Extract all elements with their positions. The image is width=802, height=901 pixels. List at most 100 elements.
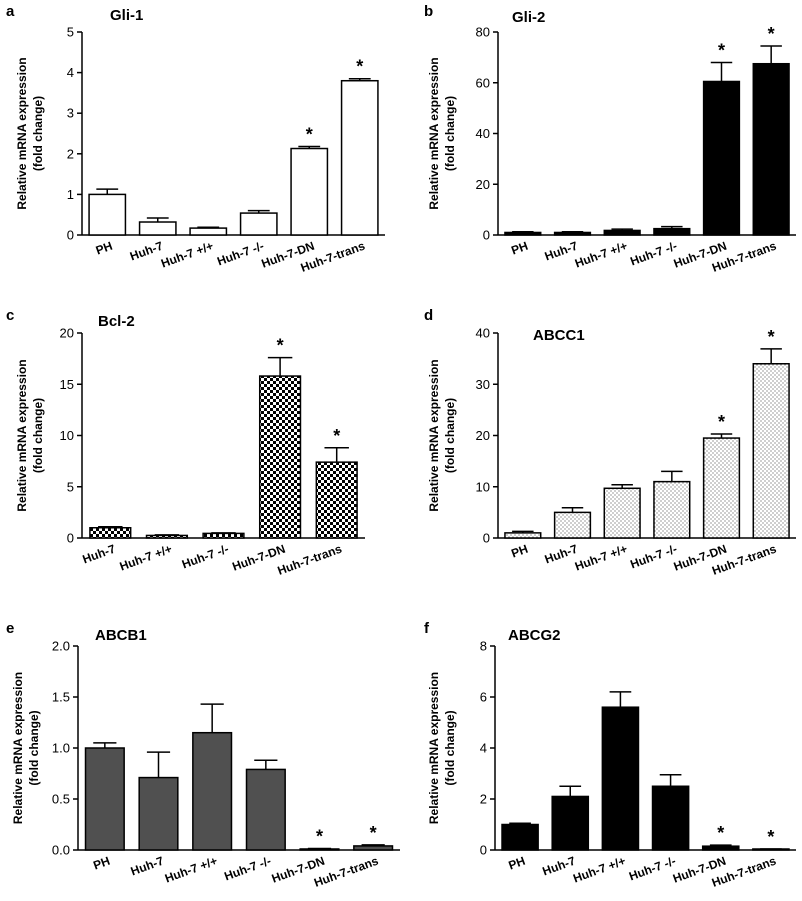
y-tick-label: 3 [67, 106, 74, 121]
x-tick-label: PH [507, 854, 527, 873]
y-axis-label: (fold change) [443, 96, 457, 171]
bar [138, 221, 177, 236]
bar [258, 375, 302, 539]
panel-b: b Gli-2 Relative mRNA expression (fold chan… [424, 3, 796, 275]
y-tick-label: 4 [480, 741, 487, 756]
panel-letter: c [6, 307, 14, 324]
bar [653, 480, 691, 539]
significance-marker: * [767, 827, 774, 847]
y-tick-label: 2 [67, 146, 74, 161]
significance-marker: * [316, 826, 323, 846]
x-tick-label: Huh-7 [81, 542, 118, 567]
y-tick-label: 1 [67, 187, 74, 202]
y-tick-label: 30 [476, 377, 490, 392]
bar [702, 437, 741, 539]
y-tick-label: 80 [476, 25, 490, 40]
y-tick-label: 0.0 [52, 843, 70, 858]
y-tick-label: 5 [67, 25, 74, 40]
x-tick-label: Huh-7 -/- [180, 542, 231, 572]
chart-title: ABCG2 [508, 627, 561, 644]
x-tick-label: Huh-7 -/- [222, 854, 273, 884]
y-tick-label: 20 [476, 177, 490, 192]
y-tick-label: 20 [60, 326, 74, 341]
panel-letter: e [6, 620, 14, 637]
y-tick-label: 0 [483, 228, 490, 243]
panel-letter: d [424, 307, 433, 324]
y-axis-label: (fold change) [27, 710, 41, 785]
significance-marker: * [717, 823, 724, 843]
bar [239, 212, 278, 236]
y-axis-label: (fold change) [31, 398, 45, 473]
y-tick-label: 5 [67, 479, 74, 494]
x-tick-label: PH [509, 239, 529, 258]
chart-title: ABCC1 [533, 327, 585, 344]
y-tick-label: 6 [480, 690, 487, 705]
panel-letter: b [424, 3, 433, 20]
x-tick-label: Huh-7 +/+ [573, 542, 629, 574]
panel-letter: f [424, 620, 430, 637]
significance-marker: * [718, 412, 725, 432]
bar [651, 785, 690, 851]
bar [138, 776, 179, 851]
bar [504, 532, 542, 539]
chart-title: Gli-1 [110, 7, 143, 24]
bar [245, 768, 286, 851]
x-tick-label: Huh-7 [129, 854, 166, 879]
y-tick-label: 8 [480, 639, 487, 654]
bar [89, 527, 132, 539]
bar [553, 231, 592, 236]
y-tick-label: 20 [476, 428, 490, 443]
y-tick-label: 40 [476, 126, 490, 141]
y-axis-label: (fold change) [443, 398, 457, 473]
y-axis-label: Relative mRNA expression [427, 57, 441, 209]
x-tick-label: Huh-7 -/- [627, 854, 678, 884]
chart-title: Gli-2 [512, 9, 545, 26]
significance-marker: * [306, 124, 313, 144]
x-tick-label: PH [509, 542, 529, 561]
y-tick-label: 10 [476, 479, 490, 494]
y-axis-label: (fold change) [31, 96, 45, 171]
bar [653, 227, 691, 236]
y-tick-label: 0.5 [52, 792, 70, 807]
panel-d: d ABCC1 Relative mRNA expression (fold chan… [424, 307, 796, 578]
panel-e: e ABCB1 Relative mRNA expression (fold chan… [6, 620, 400, 890]
bar [603, 229, 641, 236]
y-tick-label: 15 [60, 377, 74, 392]
x-tick-label: Huh-7 -/- [215, 239, 266, 269]
significance-marker: * [370, 823, 377, 843]
x-tick-label: Huh-7 -/- [628, 542, 679, 572]
bar [290, 147, 329, 236]
bar [353, 845, 394, 851]
x-tick-label: Huh-7 +/+ [159, 239, 215, 271]
bar [551, 795, 590, 851]
bar [501, 823, 539, 851]
bar [701, 845, 740, 851]
y-tick-label: 0 [67, 228, 74, 243]
bar [88, 193, 127, 236]
significance-marker: * [333, 426, 340, 446]
panel-a: a Gli-1 Relative mRNA expression (fold chan… [6, 3, 385, 275]
x-tick-label: Huh-7 +/+ [118, 542, 174, 574]
y-tick-label: 60 [476, 75, 490, 90]
y-tick-label: 4 [67, 65, 74, 80]
bar [702, 80, 741, 236]
x-tick-label: Huh-7-trans [276, 542, 344, 578]
x-tick-label: PH [94, 239, 114, 258]
x-tick-label: PH [91, 854, 111, 873]
bar [192, 731, 233, 851]
significance-marker: * [768, 327, 775, 347]
y-axis-label: Relative mRNA expression [427, 359, 441, 511]
panel-letter: a [6, 3, 15, 20]
y-tick-label: 40 [476, 326, 490, 341]
bar [601, 706, 640, 851]
chart-title: Bcl-2 [98, 313, 135, 330]
bar [189, 227, 228, 236]
chart-title: ABCB1 [95, 627, 147, 644]
y-tick-label: 2 [480, 792, 487, 807]
x-tick-label: Huh-7 -/- [628, 239, 679, 269]
bar [84, 747, 125, 851]
y-axis-label: Relative mRNA expression [15, 57, 29, 209]
bar [202, 532, 245, 539]
significance-marker: * [718, 40, 725, 60]
y-tick-label: 2.0 [52, 639, 70, 654]
